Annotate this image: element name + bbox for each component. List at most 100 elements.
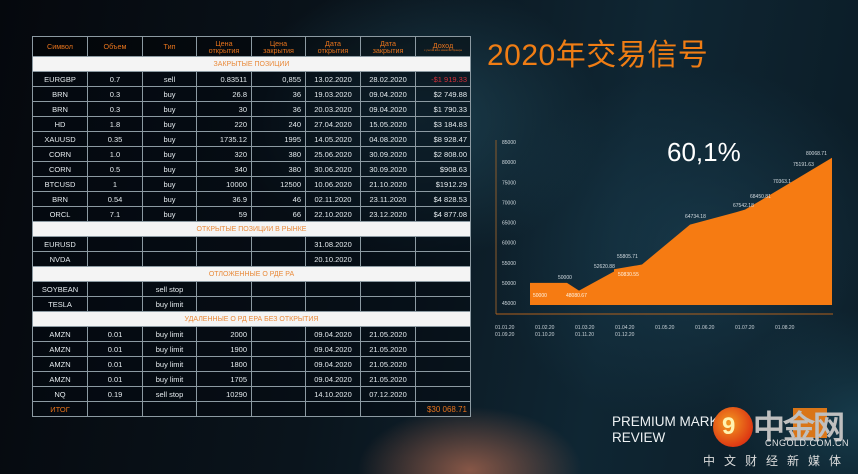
table-cell — [251, 326, 306, 342]
table-row: BTCUSD 1 buy 10000 12500 10.06.2020 21.10.2020… — [32, 176, 471, 192]
table-cell: $2 749.88 — [415, 86, 471, 102]
y-tick-label: 65000 — [502, 221, 516, 227]
y-tick-label: 70000 — [502, 200, 516, 206]
table-cell: BRN — [32, 86, 88, 102]
data-point-label: 50000 — [533, 293, 547, 299]
table-cell: 0.5 — [87, 161, 143, 177]
table-cell: $1912.29 — [415, 176, 471, 192]
data-point-label: 64734.18 — [685, 214, 706, 220]
watermark-logo: 中金网 9 CNGOLD.COM.CN 中文财经新媒体 — [703, 404, 858, 474]
data-point-label: 52620.88 — [594, 264, 615, 270]
table-cell: 2000 — [196, 326, 252, 342]
x-tick-label: 01.04.20 — [615, 325, 635, 331]
footer-line-1: PREMIUM MARKET — [612, 414, 736, 429]
table-cell: buy — [142, 146, 197, 162]
table-row: AMZN 0.01 buy limit 1800 09.04.2020 21.05.202… — [32, 356, 471, 372]
table-cell: 09.04.2020 — [360, 101, 416, 117]
table-cell: ORCL — [32, 206, 88, 222]
footer-line-2: REVIEW — [612, 430, 666, 445]
table-cell: $908.63 — [415, 161, 471, 177]
table-cell — [87, 236, 143, 252]
logo-icon: 9 — [713, 407, 753, 447]
table-cell: 0.19 — [87, 386, 143, 402]
table-cell — [360, 251, 416, 267]
table-cell: buy — [142, 131, 197, 147]
table-cell: 21.05.2020 — [360, 356, 416, 372]
table-row: XAUUSD 0.35 buy 1735.12 1995 14.05.2020 04.08.… — [32, 131, 471, 147]
header-line: открытия — [317, 45, 349, 55]
section-title: ОТЛОЖЕННЫЕ О РДЕ РА — [32, 266, 471, 282]
section-row-closed: ЗАКРЫТЫЕ ПОЗИЦИИ — [32, 56, 471, 72]
data-point-label: 48080.67 — [566, 293, 587, 299]
table-cell — [196, 281, 252, 297]
table-cell — [415, 341, 471, 357]
col-header-open-date: Дата открытия — [305, 36, 361, 57]
table-cell: 21.05.2020 — [360, 341, 416, 357]
table-cell: EURGBP — [32, 71, 88, 87]
table-cell: CORN — [32, 146, 88, 162]
table-body: ЗАКРЫТЫЕ ПОЗИЦИИ EURGBP 0.7 sell 0.83511 0,85… — [32, 56, 471, 417]
table-row: CORN 0.5 buy 340 380 30.06.2020 30.09.2020 $908… — [32, 161, 471, 177]
table-cell: $1 790.33 — [415, 101, 471, 117]
table-cell: 240 — [251, 116, 306, 132]
x-tick-label: 01.12.20 — [615, 332, 635, 338]
y-tick-label: 80000 — [502, 160, 516, 166]
footer-brand: PREMIUM MARKET REVIEW — [612, 414, 736, 446]
return-percentage: 60,1% — [667, 137, 741, 167]
table-cell: 09.04.2020 — [305, 356, 361, 372]
table-cell: 21.05.2020 — [360, 326, 416, 342]
header-line: Цена — [215, 38, 233, 48]
table-cell: EURUSD — [32, 236, 88, 252]
section-title: ОТКРЫТЫЕ ПОЗИЦИИ В РЫНКЕ — [32, 221, 471, 237]
y-tick-label: 75000 — [502, 180, 516, 186]
table-cell: 36.9 — [196, 191, 252, 207]
total-row: ИТОГ $30 068.71 — [32, 401, 471, 417]
y-axis: 45000 50000 55000 60000 65000 70000 75000 80000… — [502, 140, 516, 307]
table-cell: 27.04.2020 — [305, 116, 361, 132]
table-cell: 1995 — [251, 131, 306, 147]
table-row: SOYBEAN sell stop — [32, 281, 471, 297]
table-cell: 02.11.2020 — [305, 191, 361, 207]
x-tick-label: 01.06.20 — [695, 325, 715, 331]
table-cell: 30.09.2020 — [360, 146, 416, 162]
header-line: Доход — [432, 40, 454, 50]
table-cell: AMZN — [32, 371, 88, 387]
logo-glyph: 9 — [722, 413, 736, 440]
table-cell: 10290 — [196, 386, 252, 402]
table-cell — [251, 371, 306, 387]
y-tick-label: 60000 — [502, 241, 516, 247]
y-tick-label: 55000 — [502, 261, 516, 267]
table-cell: 09.04.2020 — [305, 341, 361, 357]
table-cell: buy — [142, 116, 197, 132]
table-cell: buy limit — [142, 356, 197, 372]
table-cell: 1 — [87, 176, 143, 192]
y-tick-label: 45000 — [502, 301, 516, 307]
table-cell: 19.03.2020 — [305, 86, 361, 102]
table-cell — [142, 236, 197, 252]
x-tick-label: 01.05.20 — [655, 325, 675, 331]
header-line: Дата — [325, 38, 341, 48]
table-cell — [415, 386, 471, 402]
table-cell: 320 — [196, 146, 252, 162]
table-cell: NVDA — [32, 251, 88, 267]
table-cell — [196, 401, 252, 417]
x-tick-label: 01.03.20 — [575, 325, 595, 331]
table-cell: BTCUSD — [32, 176, 88, 192]
data-point-label: 80068.71 — [806, 151, 827, 157]
table-cell — [87, 251, 143, 267]
table-cell: sell stop — [142, 281, 197, 297]
table-cell — [196, 236, 252, 252]
table-cell — [196, 251, 252, 267]
table-cell: buy — [142, 176, 197, 192]
table-cell — [142, 401, 197, 417]
x-tick-label: 01.08.20 — [775, 325, 795, 331]
table-cell: 15.05.2020 — [360, 116, 416, 132]
table-cell — [251, 281, 306, 297]
section-row-open: ОТКРЫТЫЕ ПОЗИЦИИ В РЫНКЕ — [32, 221, 471, 237]
table-cell: buy limit — [142, 326, 197, 342]
table-row: CORN 1.0 buy 320 380 25.06.2020 30.09.2020 $2 8… — [32, 146, 471, 162]
table-cell — [142, 251, 197, 267]
col-header-volume: Объем — [87, 36, 143, 57]
